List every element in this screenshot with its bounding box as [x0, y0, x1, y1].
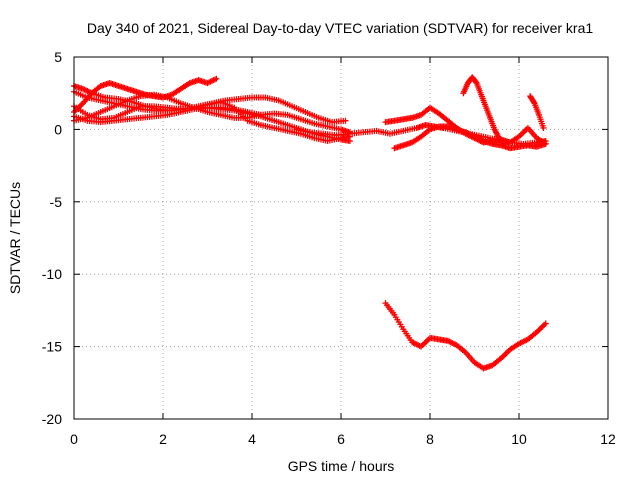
- series-track-8: [382, 104, 549, 147]
- x-tick-label: 0: [70, 431, 78, 447]
- series-track-6: [71, 104, 264, 126]
- grid: [74, 57, 608, 419]
- data-point: [257, 111, 264, 118]
- y-tick-label: -15: [42, 339, 62, 355]
- x-tick-label: 12: [600, 431, 616, 447]
- data-point: [540, 124, 547, 131]
- y-tick-label: -20: [42, 411, 62, 427]
- x-tick-label: 4: [248, 431, 256, 447]
- data-point: [499, 139, 506, 146]
- y-tick-label: -5: [50, 194, 63, 210]
- y-tick-label: 5: [54, 49, 62, 65]
- series-track-9: [391, 123, 549, 152]
- x-tick-label: 6: [337, 431, 345, 447]
- data-point: [530, 99, 537, 106]
- x-tick-label: 10: [511, 431, 527, 447]
- series-track-3: [71, 91, 353, 136]
- data-point: [342, 117, 349, 124]
- series-track-11: [527, 93, 547, 131]
- x-tick-label: 2: [159, 431, 167, 447]
- data-points: [71, 74, 549, 372]
- data-point: [542, 140, 549, 147]
- series-track-10: [460, 74, 507, 147]
- data-point: [542, 320, 549, 327]
- y-tick-label: 0: [54, 121, 62, 137]
- x-tick-label: 8: [426, 431, 434, 447]
- series-track-12: [382, 300, 549, 372]
- x-axis-label: GPS time / hours: [288, 458, 395, 474]
- y-tick-label: -10: [42, 266, 62, 282]
- y-axis-label: SDTVAR / TECUs: [7, 182, 23, 294]
- chart-title: Day 340 of 2021, Sidereal Day-to-day VTE…: [87, 20, 593, 36]
- data-point: [500, 140, 507, 147]
- data-point: [213, 75, 220, 82]
- axis-ticks: 0 2 4 6 8 10 12 5 0 -5 -10 -15 -20: [42, 49, 616, 447]
